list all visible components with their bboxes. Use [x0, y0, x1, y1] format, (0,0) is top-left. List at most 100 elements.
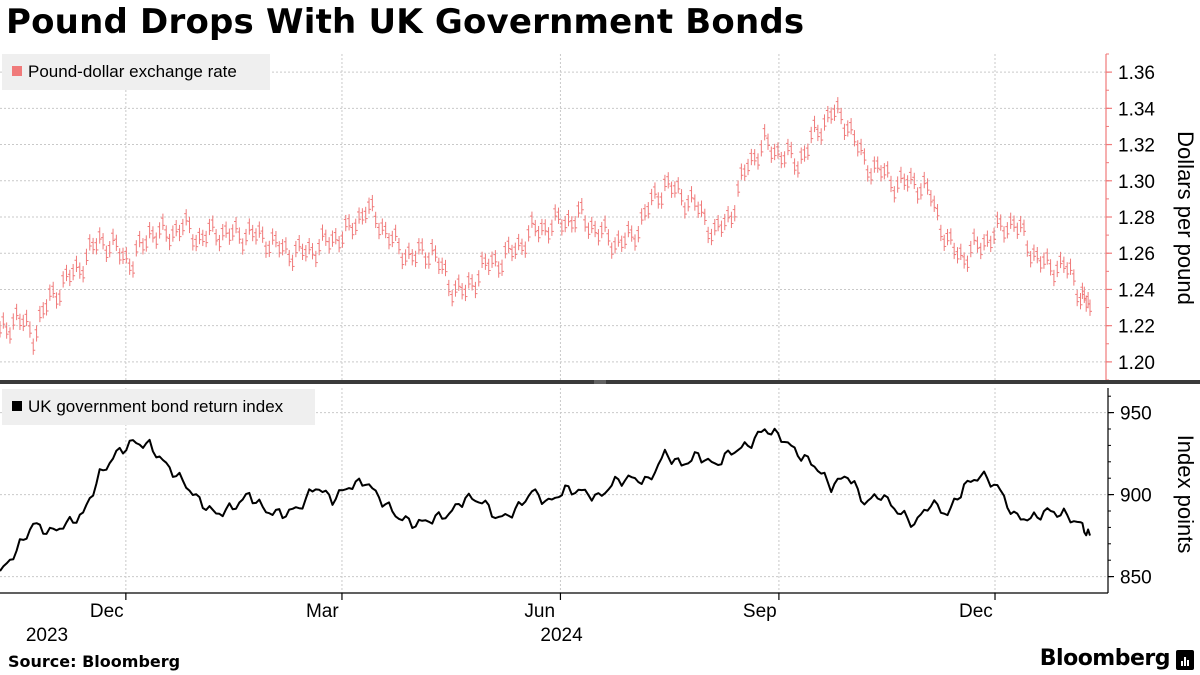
fx-bar	[905, 175, 910, 192]
fx-bar	[253, 228, 258, 245]
fx-bar	[888, 175, 893, 193]
fx-bar	[4, 322, 9, 339]
fx-bar	[822, 114, 827, 131]
fx-bar	[267, 240, 272, 258]
fx-bar	[526, 225, 531, 242]
fx-legend-swatch	[12, 66, 22, 76]
fx-bar	[416, 238, 421, 255]
fx-bar	[958, 243, 963, 260]
fx-bar	[732, 205, 737, 222]
fx-bar	[669, 181, 674, 198]
fx-bar	[1088, 299, 1092, 316]
fx-bar	[815, 124, 820, 142]
fx-bar	[902, 173, 907, 190]
fx-bar	[333, 228, 338, 245]
fx-bar	[170, 225, 175, 242]
fx-bar	[962, 252, 967, 269]
fx-bar	[11, 313, 16, 330]
fx-bar	[440, 257, 445, 274]
fx-bar	[869, 168, 874, 185]
fx-bar	[563, 215, 568, 233]
fx-bar	[293, 240, 298, 258]
fx-bar	[400, 252, 405, 270]
fx-legend-label: Pound-dollar exchange rate	[28, 62, 237, 81]
fx-bar	[486, 258, 491, 276]
fx-bar	[656, 192, 661, 209]
fx-bar	[855, 140, 860, 157]
fx-bar	[699, 200, 704, 217]
fx-bar	[476, 270, 481, 287]
fx-bar	[593, 220, 598, 238]
fx-bar	[41, 302, 46, 319]
x-axis: Dec Mar Jun Sep Dec 2023 2024	[0, 592, 1108, 646]
fx-bar	[619, 235, 624, 252]
fx-bar	[21, 314, 26, 332]
bond-y-axis-title: Index points	[1173, 435, 1198, 554]
fx-bar	[104, 245, 109, 262]
fx-bar	[7, 327, 12, 344]
fx-bar	[34, 325, 39, 342]
bond-legend: UK government bond return index	[2, 389, 315, 425]
fx-bar	[177, 224, 182, 242]
fx-bar	[413, 250, 418, 268]
fx-bar	[130, 261, 135, 278]
fx-bar	[639, 208, 644, 225]
x-tick-label-1: Mar	[306, 601, 339, 622]
fx-bar	[676, 177, 681, 194]
fx-bar	[536, 225, 541, 243]
fx-bar	[1038, 256, 1043, 273]
fx-bar	[320, 224, 325, 241]
fx-bar	[194, 234, 199, 252]
fx-bar	[270, 228, 275, 245]
fx-bar	[613, 237, 618, 254]
fx-bar	[420, 238, 425, 255]
fx-panel-marks	[0, 97, 1092, 355]
fx-bar	[972, 228, 977, 245]
fx-bar	[377, 222, 382, 240]
fx-bar	[353, 218, 358, 235]
fx-bar	[433, 245, 438, 262]
fx-bar	[1031, 244, 1036, 261]
fx-bar	[606, 229, 611, 246]
fx-bar	[925, 178, 930, 195]
fx-bar	[303, 245, 308, 262]
fx-bar	[662, 174, 667, 192]
fx-bar	[765, 133, 770, 150]
fx-bar	[1075, 289, 1080, 307]
fx-bar	[14, 303, 19, 321]
x-tick-label-0: Dec	[90, 601, 124, 622]
fx-bar	[792, 158, 797, 175]
fx-bar	[1078, 293, 1083, 310]
fx-bar	[832, 104, 837, 121]
fx-bar	[493, 250, 498, 267]
fx-bar	[396, 237, 401, 255]
fx-bar	[533, 219, 538, 237]
fx-bar	[952, 242, 957, 260]
fx-panel-axis: 1.20 1.22 1.24 1.26 1.28 1.30 1.32 1.34 1.36	[1105, 53, 1155, 381]
fx-bar	[443, 259, 448, 277]
fx-bar	[988, 235, 993, 253]
fx-bar	[37, 305, 42, 323]
fx-bar	[180, 218, 185, 236]
fx-bar	[756, 153, 761, 170]
fx-bar	[716, 214, 721, 232]
fx-bar	[789, 141, 794, 159]
fx-bar	[589, 216, 594, 234]
fx-bar	[506, 236, 511, 254]
fx-bar	[154, 232, 159, 249]
fx-bar	[373, 211, 378, 229]
fx-bar	[666, 172, 671, 189]
fx-bar	[337, 236, 342, 253]
fx-y-tick-label-5: 1.30	[1118, 172, 1155, 193]
fx-bar	[513, 242, 518, 259]
fx-bar	[147, 221, 152, 239]
fx-bar	[350, 222, 355, 240]
fx-bar	[117, 248, 122, 265]
fx-bar	[323, 229, 328, 246]
fx-bar	[882, 163, 887, 180]
fx-bar	[623, 232, 628, 249]
fx-bar	[0, 321, 2, 338]
bloomberg-mark-icon	[1176, 650, 1194, 670]
fx-bar	[875, 156, 880, 173]
fx-bar	[260, 226, 265, 243]
